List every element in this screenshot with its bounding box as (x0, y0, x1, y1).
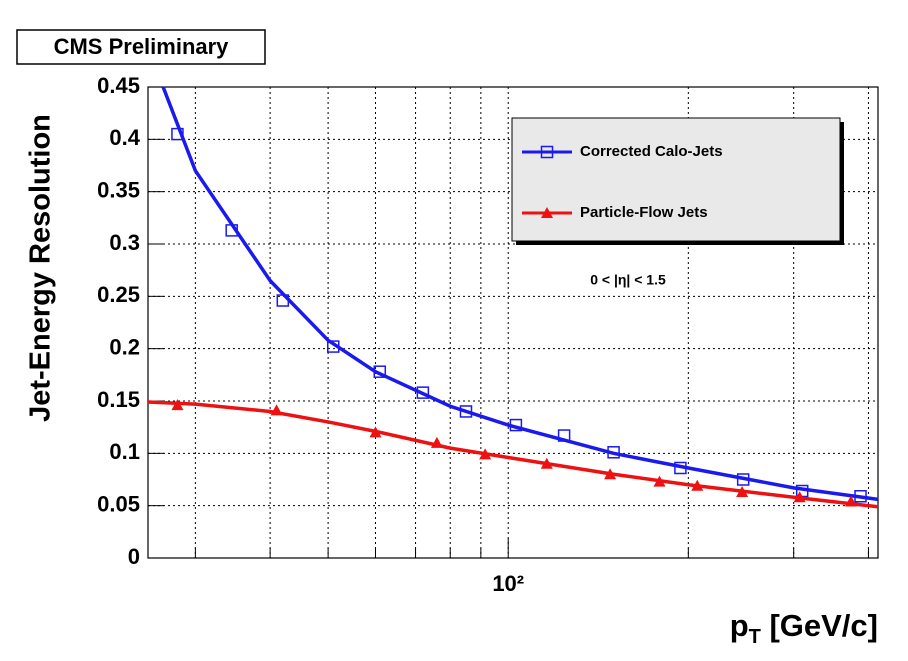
y-tick-label: 0.15 (97, 387, 140, 412)
marker (509, 418, 523, 432)
marker (674, 461, 687, 475)
marker (327, 340, 340, 353)
marker (607, 446, 620, 459)
marker (171, 127, 184, 141)
marker (479, 448, 492, 460)
marker (541, 207, 553, 218)
marker (540, 145, 554, 159)
legend-box (511, 117, 841, 242)
marker (270, 404, 283, 416)
fit-line (147, 400, 879, 509)
marker (691, 479, 704, 491)
badge: CMS Preliminary (54, 34, 230, 59)
marker (844, 495, 857, 507)
marker (276, 294, 290, 307)
annotation: 0 < |η| < 1.5 (590, 272, 666, 288)
y-tick-label: 0.45 (97, 73, 140, 98)
x-tick-label: 10² (492, 571, 524, 596)
marker (736, 473, 750, 486)
marker (373, 365, 387, 378)
legend-label: Corrected Calo-Jets (580, 143, 723, 160)
marker (557, 429, 571, 442)
marker (430, 436, 443, 448)
y-tick-label: 0.2 (109, 334, 140, 359)
marker (369, 426, 382, 438)
fit-line (161, 86, 879, 502)
marker (604, 468, 617, 480)
badge-box (16, 29, 266, 65)
y-tick-label: 0.1 (109, 439, 140, 464)
y-tick-label: 0.05 (97, 491, 140, 516)
marker (736, 486, 749, 498)
y-tick-label: 0.4 (109, 125, 140, 150)
marker (416, 386, 430, 399)
y-tick-label: 0.35 (97, 177, 140, 202)
marker (793, 491, 806, 503)
marker (459, 405, 473, 418)
y-axis-label: Jet-Energy Resolution (25, 114, 57, 422)
legend-label: Particle-Flow Jets (580, 204, 708, 221)
marker (854, 489, 867, 503)
y-tick-label: 0.25 (97, 282, 140, 307)
x-axis-label: pT [GeV/c] (730, 608, 878, 648)
marker (225, 224, 238, 237)
marker (653, 475, 666, 487)
y-tick-label: 0 (128, 544, 140, 569)
marker (171, 399, 184, 411)
marker (540, 457, 553, 469)
plot-frame (147, 86, 879, 559)
y-tick-label: 0.3 (109, 230, 140, 255)
